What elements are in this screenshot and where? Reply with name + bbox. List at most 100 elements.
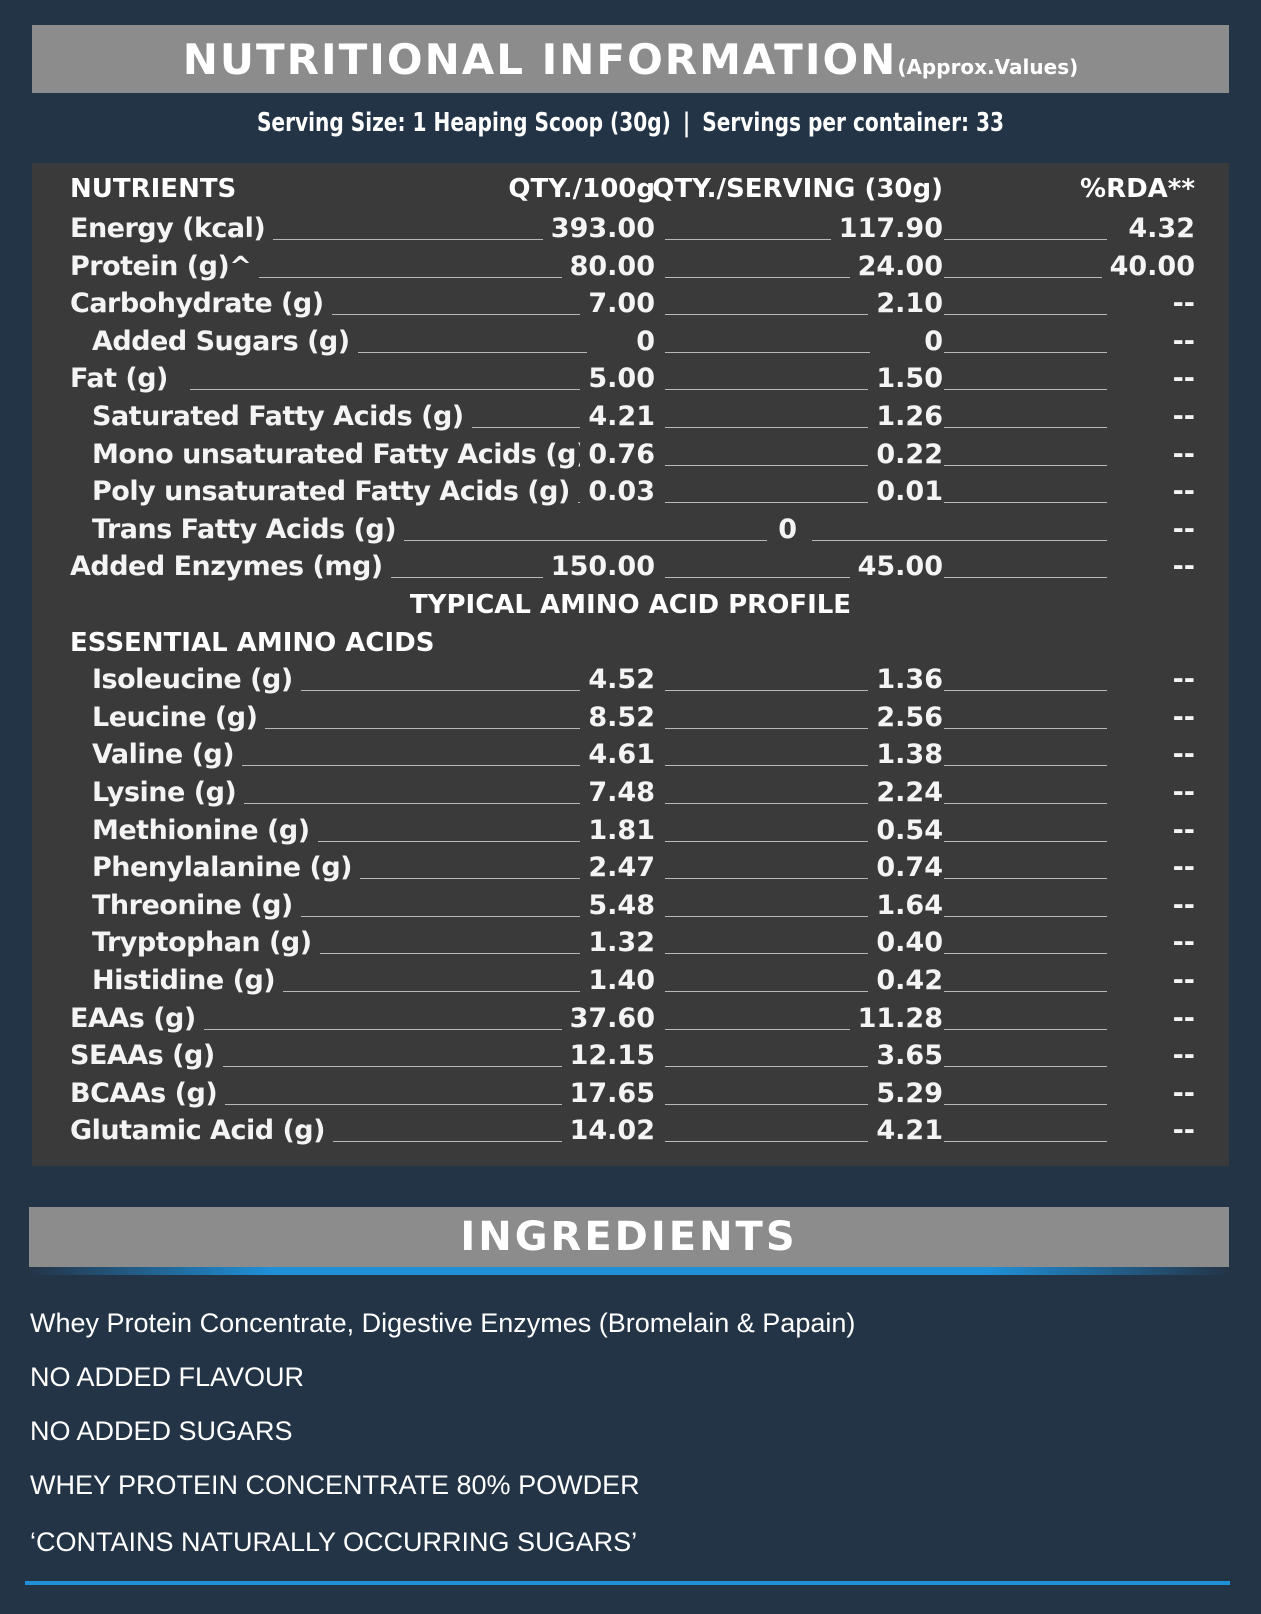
dotted-leader	[212, 915, 587, 917]
value-rda: --	[1164, 1000, 1195, 1037]
dotted-leader	[944, 239, 1107, 240]
dotted-leader	[944, 427, 1107, 428]
dotted-leader	[665, 991, 870, 992]
value-per-serving: 0.40	[868, 925, 943, 962]
value-per-100g: 4.21	[580, 399, 655, 435]
dotted-leader	[665, 239, 870, 240]
nutrient-name: Methionine (g)	[92, 812, 318, 849]
dotted-leader	[944, 502, 1107, 504]
dotted-leader	[190, 239, 587, 240]
value-per-serving: 0.74	[868, 850, 943, 887]
nutrition-table: NUTRIENTS QTY./100g QTY./SERVING (30g) %…	[32, 163, 1229, 1166]
serving-info: Serving Size: 1 Heaping Scoop (30g) | Serv…	[88, 108, 1172, 138]
dotted-leader	[665, 577, 870, 579]
dotted-leader	[212, 765, 587, 767]
dotted-leader	[944, 803, 1107, 804]
dotted-leader	[944, 389, 1107, 391]
ingredient-line: Whey Protein Concentrate, Digestive Enzy…	[30, 1308, 856, 1338]
dotted-leader	[190, 1066, 587, 1068]
value-per-serving: 1.50	[868, 361, 943, 398]
dotted-leader	[212, 953, 587, 955]
value-per-100g: 2.47	[580, 850, 655, 887]
table-row: BCAAs (g) 17.65 5.29 --	[32, 1075, 1229, 1112]
dotted-leader	[944, 577, 1107, 579]
value-per-100g: 7.00	[580, 286, 655, 323]
ingredients-underline	[29, 1267, 1229, 1275]
dotted-leader	[212, 803, 587, 804]
ingredient-line: NO ADDED SUGARS	[30, 1416, 293, 1446]
table-row: Valine (g) 4.61 1.38 --	[32, 737, 1229, 774]
table-row: Poly unsaturated Fatty Acids (g) 0.03 0.01…	[32, 474, 1229, 511]
table-row: Methionine (g) 1.81 0.54 --	[32, 812, 1229, 849]
value-per-100g: 80.00	[561, 248, 655, 285]
table-row: EAAs (g) 37.60 11.28 --	[32, 1000, 1229, 1037]
table-row: Carbohydrate (g) 7.00 2.10 --	[32, 286, 1229, 323]
value-per-serving: 0	[916, 323, 943, 360]
table-row: Histidine (g) 1.40 0.42 --	[32, 963, 1229, 999]
table-row: Trans Fatty Acids (g) 0 --	[32, 511, 1229, 548]
dotted-leader	[190, 1103, 587, 1105]
value-rda: --	[1164, 436, 1195, 473]
nutrient-name: Trans Fatty Acids (g)	[92, 511, 405, 548]
dotted-leader	[944, 351, 1107, 353]
nutrient-name: BCAAs (g)	[70, 1075, 226, 1112]
dotted-leader	[190, 276, 587, 278]
value-rda: --	[1164, 361, 1195, 398]
value-rda: --	[1164, 549, 1195, 586]
dotted-leader	[665, 840, 870, 842]
value-per-serving: 1.36	[868, 662, 943, 699]
dotted-leader	[665, 1028, 870, 1030]
value-rda: --	[1164, 737, 1195, 774]
dotted-leader	[944, 276, 1107, 278]
dotted-leader	[665, 915, 870, 917]
dotted-leader	[944, 1141, 1107, 1143]
value-per-100g: 7.48	[580, 775, 655, 811]
nutrition-subtitle: (Approx.Values)	[897, 55, 1079, 79]
dotted-leader	[944, 765, 1107, 767]
serving-separator: |	[682, 108, 691, 138]
value-per-serving: 4.21	[868, 1113, 943, 1150]
value-per-serving: 1.64	[868, 887, 943, 924]
value-per-100g: 4.52	[580, 662, 655, 699]
value-per-serving: 1.26	[868, 399, 943, 435]
dotted-leader	[665, 389, 870, 391]
dotted-leader	[944, 1066, 1107, 1068]
combined-value: 0	[770, 511, 797, 548]
value-per-100g: 5.00	[580, 361, 655, 398]
dotted-leader	[944, 915, 1107, 917]
value-rda: --	[1164, 474, 1195, 511]
value-rda: --	[1164, 323, 1195, 360]
value-per-serving: 0.54	[868, 812, 943, 849]
value-per-100g: 8.52	[580, 699, 655, 736]
value-per-serving: 2.24	[868, 775, 943, 811]
value-per-serving: 11.28	[849, 1000, 943, 1037]
nutrient-name: SEAAs (g)	[70, 1038, 223, 1075]
dotted-leader	[212, 840, 587, 842]
dotted-leader	[944, 314, 1107, 316]
table-row: Fat (g) 5.00 1.50 --	[32, 361, 1229, 398]
dotted-leader	[212, 727, 587, 729]
value-per-serving: 3.65	[868, 1038, 943, 1075]
value-per-serving: 0.01	[868, 474, 943, 511]
column-header-serving: QTY./SERVING (30g)	[652, 174, 943, 204]
column-header-per100: QTY./100g	[508, 174, 655, 204]
table-row: Energy (kcal) 393.00 117.90 4.32	[32, 211, 1229, 247]
dotted-leader	[944, 1028, 1107, 1030]
value-rda: --	[1164, 850, 1195, 887]
value-per-100g: 1.81	[580, 812, 655, 849]
value-rda: 40.00	[1101, 248, 1195, 285]
table-row: SEAAs (g) 12.15 3.65 --	[32, 1038, 1229, 1075]
table-row: Added Sugars (g) 0 0 --	[32, 323, 1229, 360]
nutrient-name: Energy (kcal)	[70, 211, 274, 247]
value-per-100g: 393.00	[542, 211, 655, 247]
value-per-100g: 1.32	[580, 925, 655, 962]
dotted-leader	[665, 1066, 870, 1068]
ingredient-line: ‘CONTAINS NATURALLY OCCURRING SUGARS’	[30, 1527, 638, 1557]
nutrient-name: Lysine (g)	[92, 775, 245, 811]
essential-amino-title: ESSENTIAL AMINO ACIDS	[70, 627, 435, 658]
nutrient-name: Phenylalanine (g)	[92, 850, 361, 887]
table-row: Protein (g)^ 80.00 24.00 40.00	[32, 248, 1229, 285]
nutrient-name: Protein (g)^	[70, 248, 260, 285]
nutrient-name: Histidine (g)	[92, 963, 284, 999]
value-per-serving: 0.42	[868, 963, 943, 999]
